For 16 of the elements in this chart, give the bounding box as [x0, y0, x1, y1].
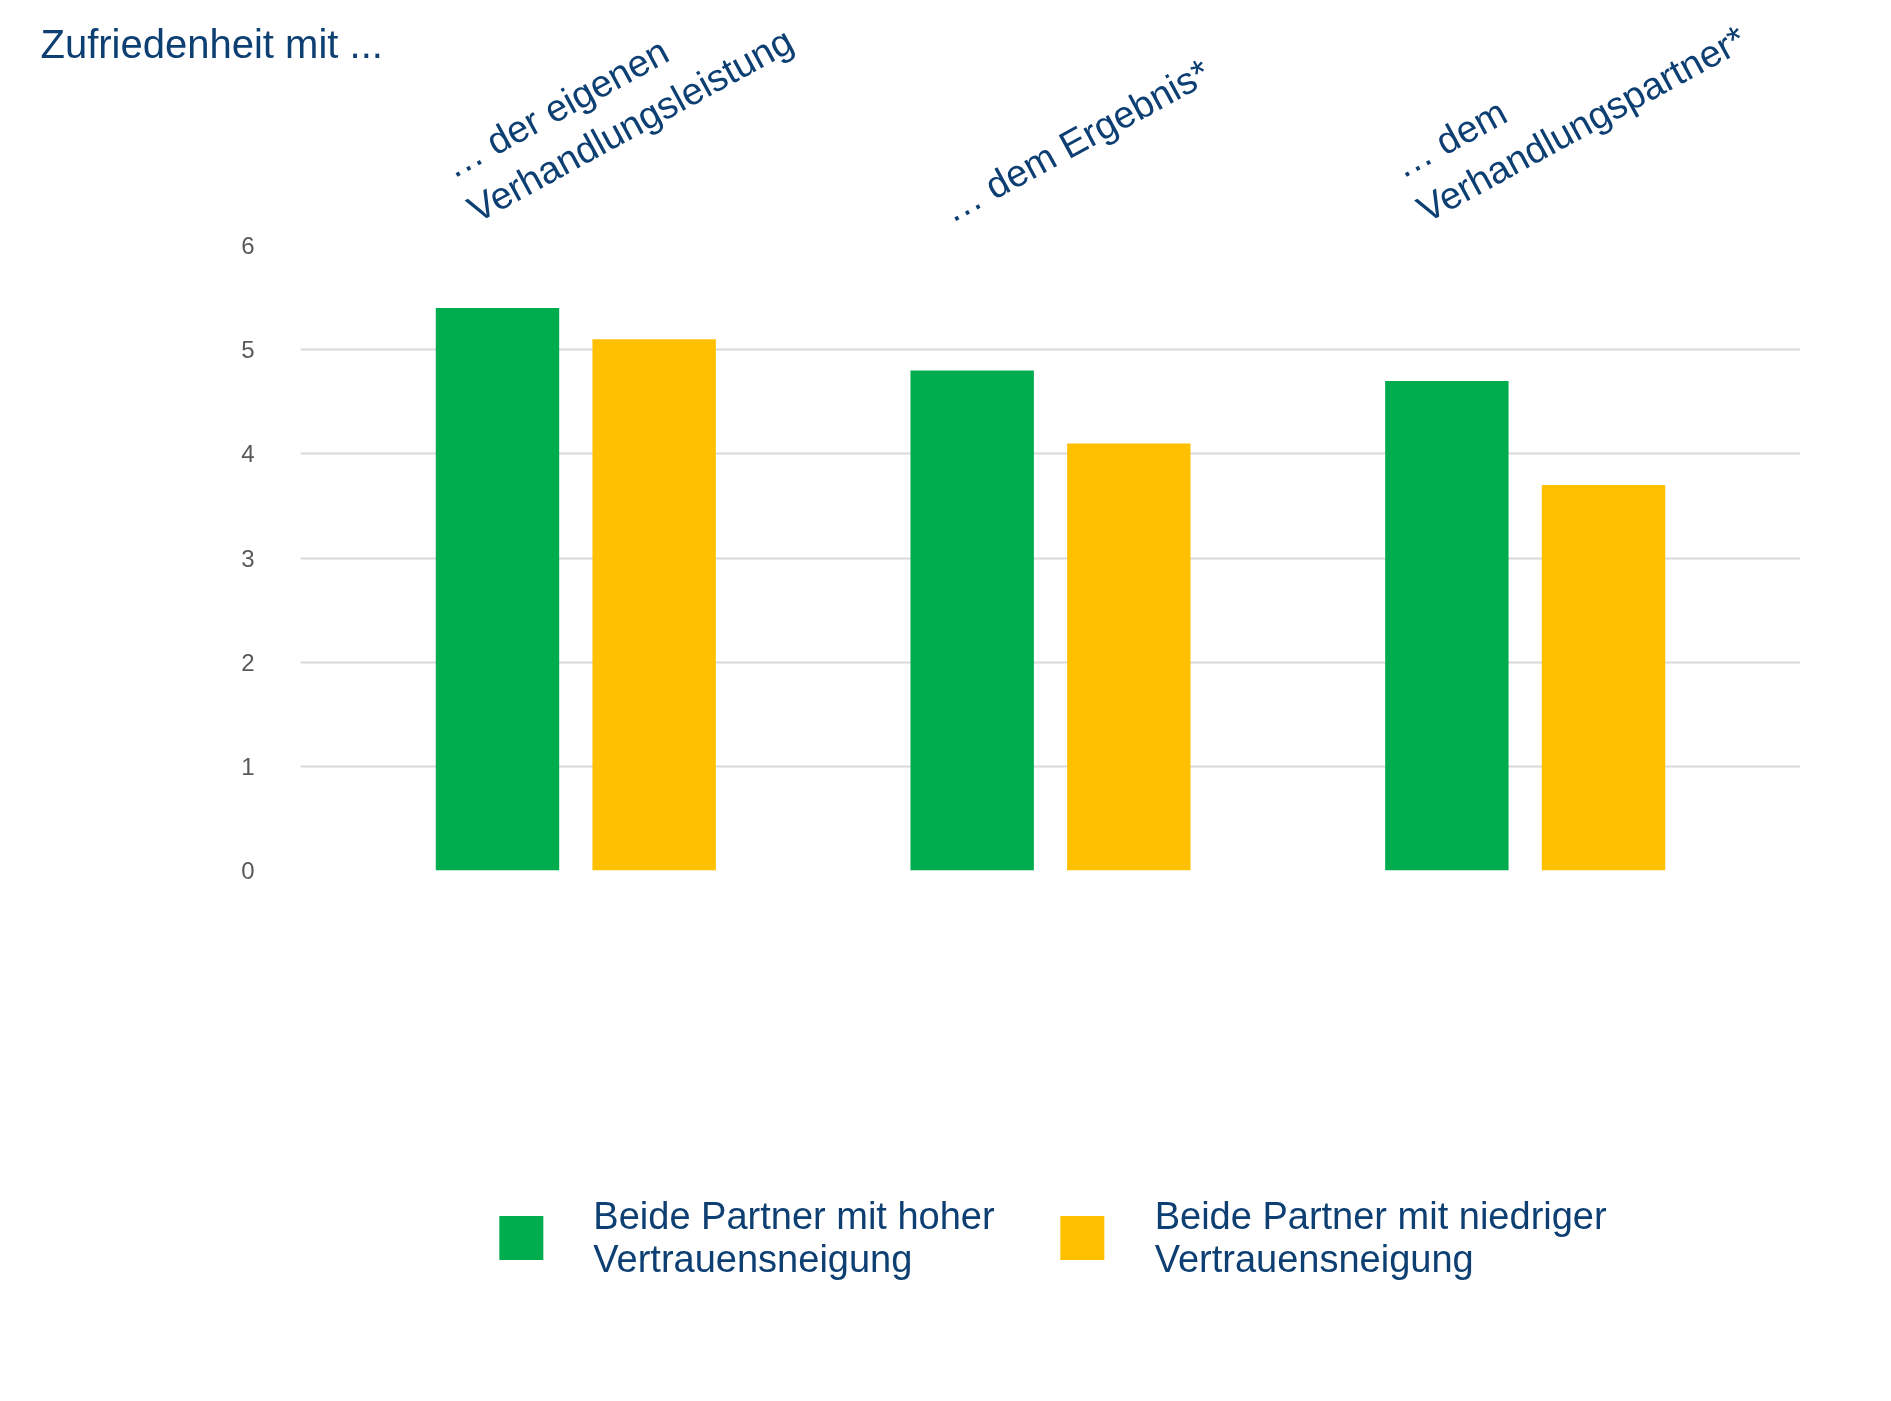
- y-tick-label: 1: [241, 752, 255, 780]
- bar: [435, 308, 560, 871]
- bar: [910, 370, 1034, 871]
- bar: [1385, 380, 1509, 871]
- y-tick-label: 6: [241, 232, 255, 259]
- bar: [1067, 443, 1191, 871]
- y-tick-label: 3: [241, 544, 255, 572]
- y-tick-label: 4: [241, 440, 255, 468]
- y-tick-label: 2: [241, 648, 255, 676]
- chart-title: Zufriedenheit mit ...: [40, 21, 383, 66]
- bar: [1541, 485, 1666, 871]
- legend-label: Beide Partner mit niedriger Vertrauensneigung: [1154, 1193, 1607, 1282]
- y-tick-label: 5: [241, 336, 255, 364]
- legend-label: Beide Partner mit hoher Vertrauensneigung: [593, 1193, 995, 1282]
- y-tick-label: 0: [241, 857, 255, 884]
- bar: [592, 339, 716, 871]
